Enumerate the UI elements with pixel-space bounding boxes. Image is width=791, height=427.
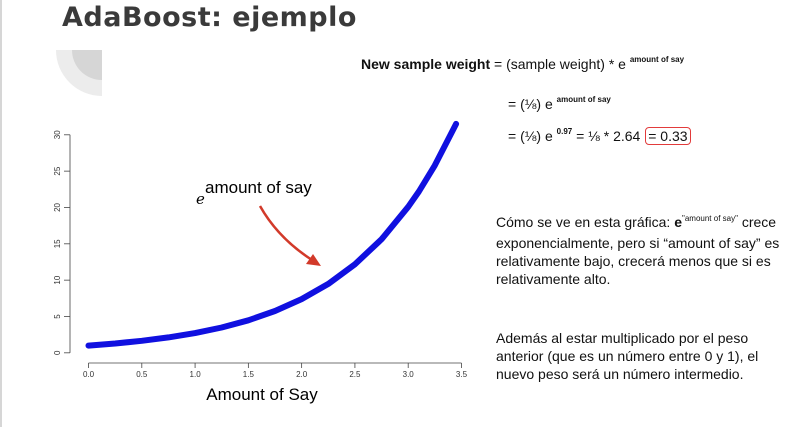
explanation-p1-intro: Cómo se ve en esta gráfica: — [496, 214, 675, 230]
explanation-p1-e: e — [674, 214, 682, 230]
x-tick-label: 2.5 — [349, 370, 361, 379]
x-tick-label: 1.5 — [243, 370, 255, 379]
corner-decoration — [56, 50, 102, 96]
explanation-paragraph-2: Además al estar multiplicado por el peso… — [496, 330, 759, 382]
y-tick-label: 30 — [53, 130, 62, 139]
formula-rhs: = (sample weight) * e — [490, 56, 630, 72]
x-tick-label: 2.0 — [296, 370, 308, 379]
explanation-paragraph-1: Cómo se ve en esta gráfica: e"amount of … — [496, 213, 786, 288]
y-tick-label: 15 — [53, 239, 62, 248]
annotation-e: e — [196, 190, 205, 208]
formula-main-line: New sample weight = (sample weight) * e … — [361, 55, 685, 72]
x-tick-label: 3.0 — [403, 370, 415, 379]
y-tick-label: 10 — [53, 275, 62, 284]
y-tick-label: 25 — [53, 166, 62, 175]
x-tick-label: 0.5 — [136, 370, 148, 379]
formula-label: New sample weight — [361, 56, 491, 72]
explanation-p1-exponent: "amount of say" — [682, 214, 738, 223]
slide-title: AdaBoost: ejemplo — [62, 2, 357, 33]
x-tick-label: 0.0 — [83, 370, 95, 379]
x-tick-label: 1.0 — [190, 370, 202, 379]
x-axis: 0.0 0.5 1.0 1.5 2.0 2.5 3.0 3.5 — [83, 362, 468, 379]
y-tick-label: 20 — [53, 202, 62, 211]
annotation-arrowhead — [306, 254, 321, 266]
formula-line-3: = (⅛) e 0.97 = ⅛ * 2.64 = 0.33 — [508, 127, 691, 145]
annotation-text: amount of say — [205, 178, 312, 197]
formula-line-3-middle: = ⅛ * 2.64 — [572, 128, 645, 144]
explanation-p1-rest: crece exponencialmente, pero si “amount … — [496, 214, 780, 287]
annotation-arrow — [258, 205, 313, 262]
exp-curve-line — [85, 120, 460, 349]
y-tick-label: 5 — [53, 314, 62, 319]
formula-line-2-prefix: = (⅛) e — [508, 96, 557, 112]
formula-line-2: = (⅛) e amount of say — [508, 95, 611, 112]
x-axis-label: Amount of Say — [206, 385, 318, 404]
formula-line-2-exponent: amount of say — [556, 95, 611, 104]
left-border — [0, 0, 2, 427]
y-axis: 0 5 10 15 20 25 30 — [53, 130, 71, 355]
formula-result-highlight: = 0.33 — [645, 127, 691, 145]
formula-exponent: amount of say — [629, 55, 685, 64]
x-tick-label: 3.5 — [456, 370, 468, 379]
y-tick-label: 0 — [53, 350, 62, 355]
formula-line-3-exponent: 0.97 — [556, 127, 573, 136]
formula-line-3-prefix: = (⅛) e — [508, 128, 557, 144]
